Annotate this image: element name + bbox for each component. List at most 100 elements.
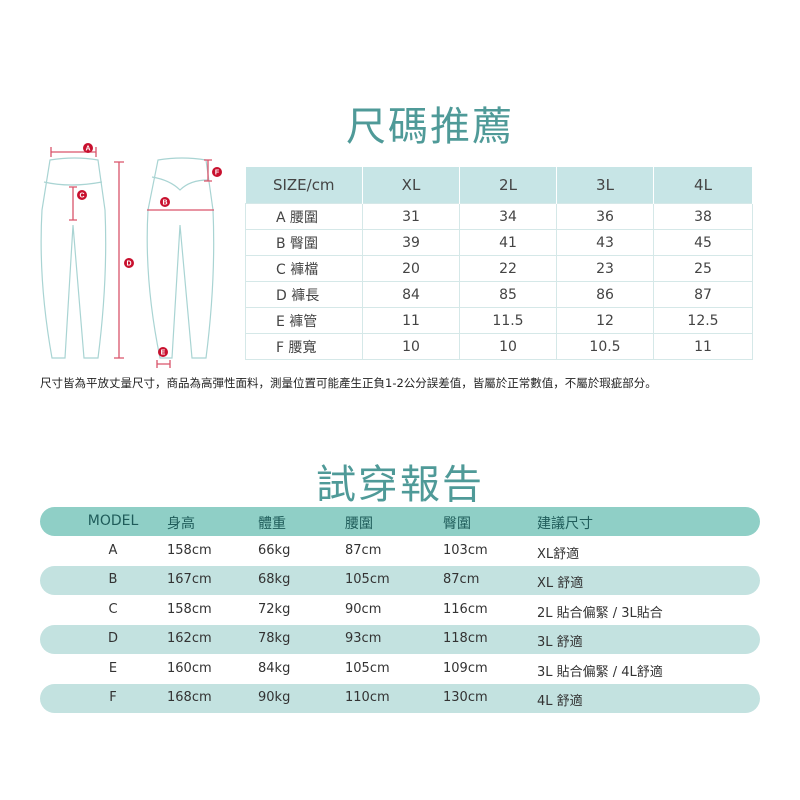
fit-row: A 158cm 66kg 87cm 103cm XL舒適 <box>40 537 760 566</box>
marker-b: B <box>162 200 167 207</box>
fit-report-title: 試穿報告 <box>316 462 484 508</box>
fit-row-cell: 116cm <box>443 601 488 617</box>
size-table-header: SIZE/cm XL 2L 3L 4L <box>245 167 753 204</box>
fit-row-cell: 2L 貼合偏緊 / 3L貼合 <box>537 605 663 621</box>
fit-row-cell: 105cm <box>345 660 390 676</box>
size-row: D 褲長 84 85 86 87 <box>245 281 753 308</box>
fit-row: C 158cm 72kg 90cm 116cm 2L 貼合偏緊 / 3L貼合 <box>40 596 760 625</box>
fit-row-cell: 4L 舒適 <box>537 694 583 709</box>
fit-header-cell: 腰圍 <box>345 516 373 532</box>
fit-row: B 167cm 68kg 105cm 87cm XL 舒適 <box>40 566 760 596</box>
fit-row-cell: A <box>108 543 118 558</box>
size-cell: 25 <box>653 255 753 282</box>
size-cell: B 臀圍 <box>245 229 363 256</box>
fit-row-cell: 167cm <box>167 572 212 588</box>
fit-row-cell: 93cm <box>345 631 382 647</box>
fit-row-cell: 105cm <box>345 572 390 588</box>
fit-row-cell: 68kg <box>258 572 291 588</box>
size-cell: 39 <box>362 229 460 256</box>
size-cell: 45 <box>653 229 753 256</box>
size-cell: 10 <box>362 333 460 360</box>
fit-row-cell: 3L 貼合偏緊 / 4L舒適 <box>537 664 663 680</box>
fit-row: F 168cm 90kg 110cm 130cm 4L 舒適 <box>40 684 760 713</box>
fit-header-cell: 體重 <box>258 516 286 532</box>
size-cell: 36 <box>556 203 654 230</box>
fit-row-cell: 78kg <box>258 631 291 647</box>
marker-e: E <box>161 350 166 357</box>
fit-row-cell: F <box>109 690 117 705</box>
size-cell: 84 <box>362 281 460 308</box>
fit-row-cell: 90cm <box>345 601 382 617</box>
size-table: SIZE/cm XL 2L 3L 4L A 腰圍 31 34 36 38 B 臀圍 39 41 43 45… <box>245 167 753 360</box>
fit-row-cell: C <box>108 601 118 617</box>
fit-row-cell: 72kg <box>258 601 291 617</box>
size-header-cell: 2L <box>459 167 557 204</box>
size-cell: 41 <box>459 229 557 256</box>
size-cell: 12.5 <box>653 307 753 334</box>
fit-header-cell: 身高 <box>167 516 195 532</box>
marker-f: F <box>215 170 220 177</box>
fit-row-cell: XL舒適 <box>537 547 580 562</box>
fit-row-cell: B <box>108 572 118 588</box>
fit-row-cell: 160cm <box>167 660 212 676</box>
fit-row-cell: 90kg <box>258 690 291 705</box>
fit-header-cell: MODEL <box>87 513 139 529</box>
marker-c: C <box>79 193 84 200</box>
size-header-cell: XL <box>362 167 460 204</box>
size-cell: 38 <box>653 203 753 230</box>
size-cell: 23 <box>556 255 654 282</box>
fit-row: D 162cm 78kg 93cm 118cm 3L 舒適 <box>40 625 760 655</box>
size-row: E 褲管 11 11.5 12 12.5 <box>245 307 753 334</box>
fit-row-cell: 87cm <box>443 572 480 588</box>
size-cell: D 褲長 <box>245 281 363 308</box>
fit-row-cell: 3L 舒適 <box>537 635 583 651</box>
fit-row-cell: D <box>107 631 118 647</box>
fit-row-cell: 87cm <box>345 543 382 558</box>
pants-diagram: A C D B F E <box>40 143 222 368</box>
fit-row-cell: 66kg <box>258 543 291 558</box>
size-header-cell: SIZE/cm <box>245 167 363 204</box>
size-cell: 20 <box>362 255 460 282</box>
size-cell: A 腰圍 <box>245 203 363 230</box>
fit-row-cell: 84kg <box>258 660 291 676</box>
size-cell: 31 <box>362 203 460 230</box>
size-cell: 86 <box>556 281 654 308</box>
size-title: 尺碼推薦 <box>346 104 514 150</box>
size-cell: 87 <box>653 281 753 308</box>
fit-row-cell: 162cm <box>167 631 212 647</box>
size-cell: 43 <box>556 229 654 256</box>
fit-row-cell: 110cm <box>345 690 390 705</box>
size-cell: 12 <box>556 307 654 334</box>
size-header-cell: 3L <box>556 167 654 204</box>
size-cell: 22 <box>459 255 557 282</box>
fit-row-cell: 158cm <box>167 601 212 617</box>
size-cell: C 褲檔 <box>245 255 363 282</box>
size-cell: F 腰寬 <box>245 333 363 360</box>
fit-row-cell: 118cm <box>443 631 488 647</box>
fit-row-cell: 109cm <box>443 660 488 676</box>
size-header-cell: 4L <box>653 167 753 204</box>
marker-a: A <box>85 146 90 153</box>
fit-row-cell: 168cm <box>167 690 212 705</box>
size-cell: 85 <box>459 281 557 308</box>
size-cell: 10 <box>459 333 557 360</box>
size-row: B 臀圍 39 41 43 45 <box>245 229 753 256</box>
size-cell: 11 <box>362 307 460 334</box>
fit-header-cell: 建議尺寸 <box>537 516 593 532</box>
fit-header: MODEL 身高 體重 腰圍 臀圍 建議尺寸 <box>40 507 760 536</box>
size-cell: 34 <box>459 203 557 230</box>
size-row: A 腰圍 31 34 36 38 <box>245 203 753 230</box>
fit-row-cell: E <box>108 660 118 676</box>
size-row: C 褲檔 20 22 23 25 <box>245 255 753 282</box>
fit-row-cell: 103cm <box>443 543 488 558</box>
fit-row-cell: XL 舒適 <box>537 576 584 592</box>
size-cell: 10.5 <box>556 333 654 360</box>
fit-row-cell: 130cm <box>443 690 488 705</box>
size-cell: 11.5 <box>459 307 557 334</box>
size-cell: 11 <box>653 333 753 360</box>
measurement-note: 尺寸皆為平放丈量尺寸，商品為高彈性面料，測量位置可能產生正負1-2公分誤差值，皆… <box>40 376 657 390</box>
marker-d: D <box>126 261 131 268</box>
fit-header-cell: 臀圍 <box>443 516 471 532</box>
fit-row: E 160cm 84kg 105cm 109cm 3L 貼合偏緊 / 4L舒適 <box>40 655 760 684</box>
fit-row-cell: 158cm <box>167 543 212 558</box>
